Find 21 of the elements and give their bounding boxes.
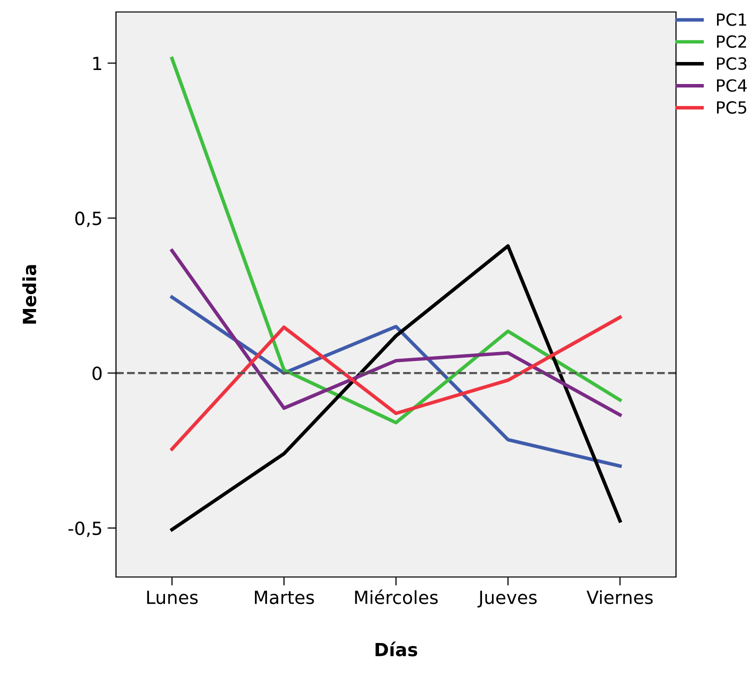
x-tick-label: Lunes (147, 590, 198, 604)
line-series (170, 316, 622, 451)
line-series (170, 56, 622, 424)
legend-label: PC2 (717, 35, 746, 48)
line-series (170, 248, 622, 417)
y-tick-label: -0,5 (68, 521, 102, 537)
legend-label: PC4 (717, 79, 747, 92)
legend-label: PC1 (717, 13, 746, 26)
legend-label: PC5 (717, 101, 746, 114)
x-tick-label: Martes (254, 590, 314, 604)
y-axis-title: Media (22, 265, 36, 324)
y-tick-label: 0,5 (75, 212, 102, 228)
x-tick-label: Miércoles (355, 589, 438, 604)
x-tick-label: Jueves (478, 590, 537, 608)
line-series (170, 295, 622, 468)
x-tick-label: Viernes (586, 590, 653, 604)
y-tick-label: 1 (93, 56, 102, 70)
y-tick-label: 0 (92, 366, 102, 380)
x-axis-title: Días (376, 642, 418, 656)
line-series (170, 244, 622, 532)
legend-label: PC3 (717, 57, 746, 70)
